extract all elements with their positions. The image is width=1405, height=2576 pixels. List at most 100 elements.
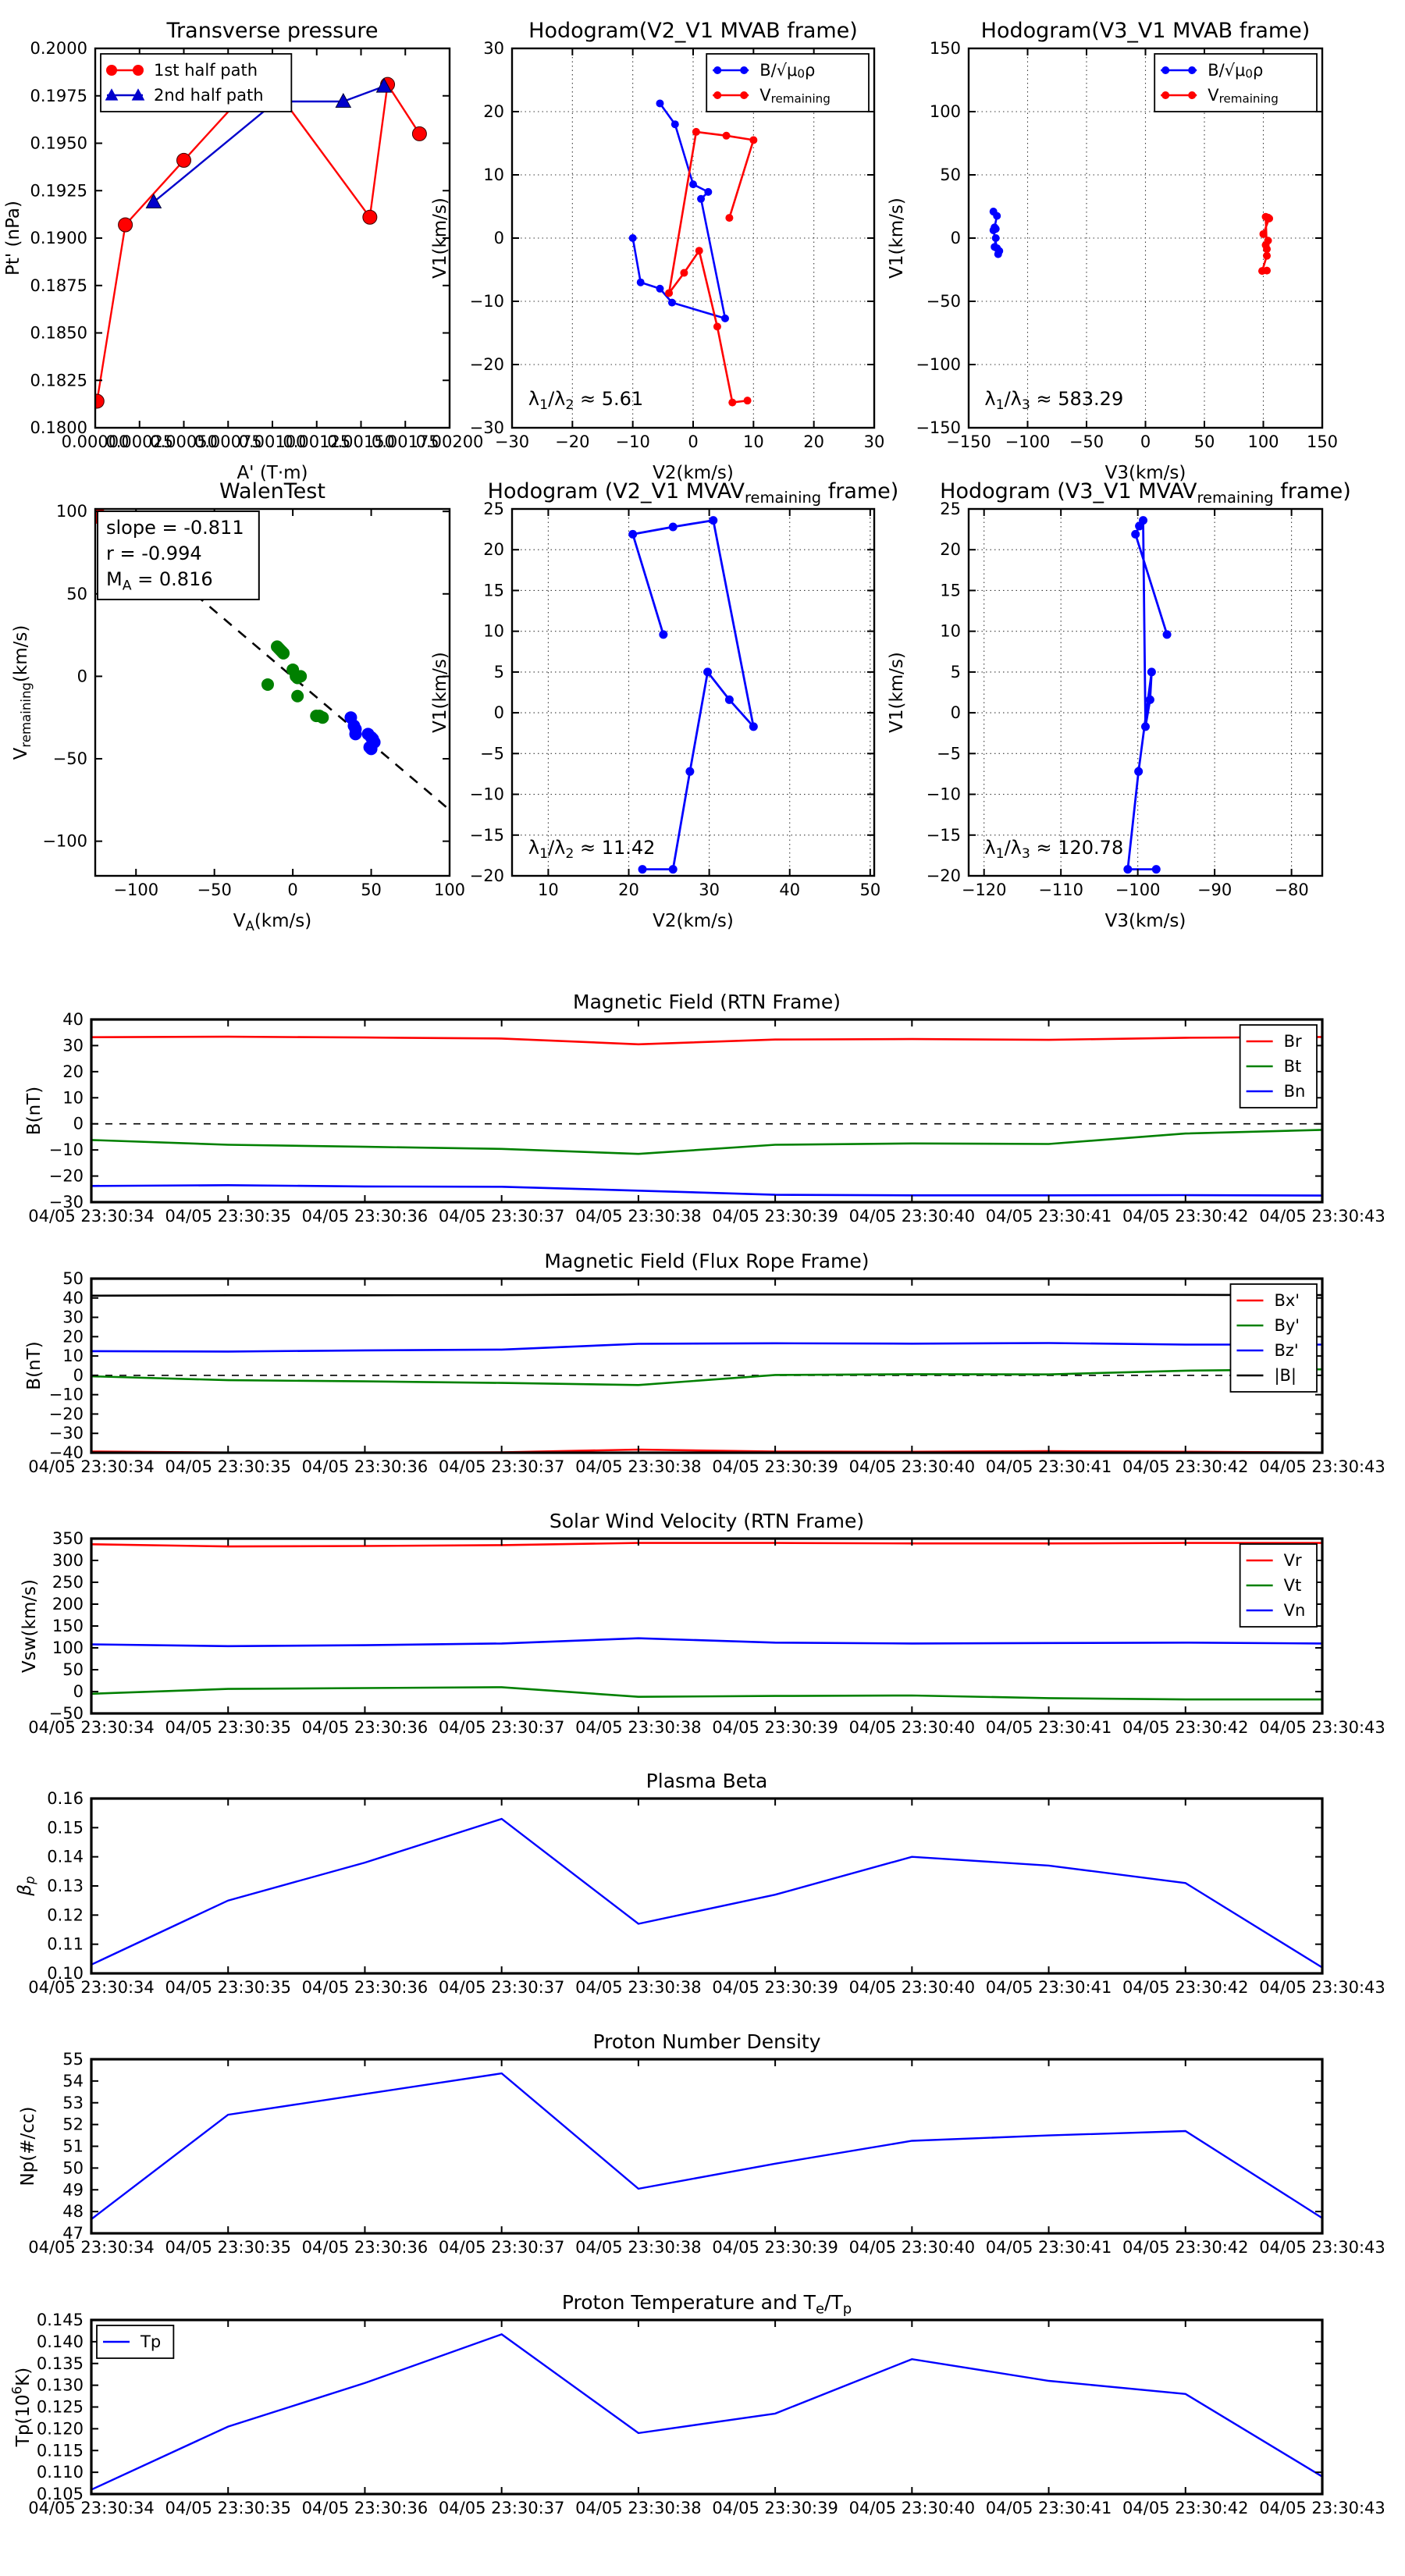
y-axis-label: Tp(106K) <box>9 2368 34 2447</box>
y-tick-label: 0.11 <box>47 1935 84 1954</box>
legend-label: Vremaining <box>1208 86 1279 106</box>
y-tick-label: 30 <box>62 1036 84 1055</box>
y-axis-label: βp <box>15 1876 37 1896</box>
y-tick-label: 0.110 <box>37 2463 84 2482</box>
chart-title: Solar Wind Velocity (RTN Frame) <box>550 1510 864 1532</box>
y-tick-label: 10 <box>62 1088 84 1107</box>
y-tick-label: 47 <box>62 2224 84 2243</box>
markers-first_half_path <box>95 66 427 409</box>
y-tick-label: 50 <box>940 165 961 184</box>
x-tick-label: 04/05 23:30:38 <box>575 2499 702 2517</box>
ticks <box>91 1538 1323 1714</box>
chart-proton-temperature: 04/05 23:30:34 04/05 23:30:35 04/05 23:30:… <box>0 2277 1396 2576</box>
lambda-annotation: λ1/λ3 ≈ 120.78 <box>984 837 1123 862</box>
y-tick-label: 0.1825 <box>30 371 87 390</box>
legend-label: Br <box>1284 1032 1302 1051</box>
chart-magnetic-field-rtn: 04/05 23:30:34 04/05 23:30:35 04/05 23:30:… <box>0 977 1396 1292</box>
y-tick-label: 20 <box>940 540 961 559</box>
chart-svg-hodogram_v3v1_mvab: −150 −100 −50 0 50 100 150 −150 −100 −50 0 50 100 150… <box>887 19 1338 483</box>
axes-frame <box>90 2318 1324 2496</box>
chart-title: WalenTest <box>219 479 325 503</box>
x-tick-label: 30 <box>864 432 885 451</box>
x-tick-label: 04/05 23:30:38 <box>575 1718 702 1737</box>
y-tick-label: 20 <box>483 102 504 121</box>
x-tick-label: 150 <box>1307 432 1338 451</box>
markers-b_alfven <box>628 99 729 322</box>
y-tick-label: −30 <box>49 1424 84 1443</box>
chart-title: Magnetic Field (Flux Rope Frame) <box>544 1250 869 1272</box>
series-bmag <box>91 1293 1322 1297</box>
ticks <box>968 48 1323 429</box>
y-tick-label: 20 <box>62 1062 84 1081</box>
x-tick-label: 04/05 23:30:34 <box>28 2499 155 2517</box>
x-tick-label: 04/05 23:30:41 <box>986 1207 1112 1226</box>
series-bt <box>91 1129 1322 1155</box>
x-tick-label: −50 <box>197 881 232 899</box>
chart-svg-b_flux_rope: 04/05 23:30:34 04/05 23:30:35 04/05 23:30:… <box>24 1250 1385 1476</box>
x-tick-label: −80 <box>1274 881 1308 899</box>
y-tick-label: 0 <box>73 1115 84 1133</box>
x-tick-label: 04/05 23:30:40 <box>849 2238 976 2257</box>
y-axis-label: Pt' (nPa) <box>3 201 23 276</box>
x-tick-label: 04/05 23:30:39 <box>712 1718 838 1737</box>
y-tick-label: −20 <box>49 1404 84 1423</box>
legend-label: By' <box>1274 1316 1300 1335</box>
ticks <box>91 1278 1323 1453</box>
ticks <box>91 2319 1323 2495</box>
ticks <box>91 1798 1323 1974</box>
y-tick-label: 0.125 <box>37 2398 84 2417</box>
y-tick-label: 0 <box>73 1682 84 1701</box>
y-tick-label: 0.1800 <box>30 418 87 437</box>
chart-title: Magnetic Field (RTN Frame) <box>573 991 841 1013</box>
y-tick-label: −150 <box>916 418 961 437</box>
y-tick-label: 150 <box>930 39 961 58</box>
axes-frame <box>90 2058 1324 2235</box>
y-tick-label: 52 <box>62 2115 84 2134</box>
series-first_half_path <box>96 71 421 402</box>
x-tick-label: 04/05 23:30:34 <box>28 1457 155 1476</box>
y-tick-label: 100 <box>56 502 87 521</box>
x-tick-label: 100 <box>1247 432 1279 451</box>
y-tick-label: 0.15 <box>47 1818 84 1837</box>
y-tick-label: 53 <box>62 2094 84 2112</box>
x-tick-label: 10 <box>538 881 559 899</box>
y-tick-label: 10 <box>62 1347 84 1365</box>
chart-svg-vsw_rtn: 04/05 23:30:34 04/05 23:30:35 04/05 23:30:… <box>20 1510 1385 1737</box>
y-tick-label: −30 <box>49 1193 84 1212</box>
y-tick-label: 54 <box>62 2072 84 2090</box>
series-group <box>91 1035 1322 1197</box>
y-tick-label: 0.1875 <box>30 276 87 295</box>
y-tick-label: −10 <box>470 785 504 804</box>
x-tick-label: 0 <box>287 881 297 899</box>
series-group <box>91 2333 1322 2491</box>
markers-walen_red <box>95 509 113 533</box>
y-tick-label: −10 <box>470 292 504 311</box>
x-tick-label: −20 <box>555 432 589 451</box>
x-tick-label: 04/05 23:30:37 <box>439 2238 565 2257</box>
y-tick-label: −20 <box>470 355 504 374</box>
x-tick-label: 04/05 23:30:43 <box>1259 1457 1385 1476</box>
x-tick-label: 04/05 23:30:34 <box>28 1718 155 1737</box>
y-tick-label: 20 <box>62 1327 84 1346</box>
y-tick-label: 0.140 <box>37 2332 84 2351</box>
y-tick-label: −100 <box>42 832 87 851</box>
x-tick-label: 0.00200 <box>416 432 484 451</box>
stat-line: r = -0.994 <box>106 543 202 564</box>
x-axis-label: V2(km/s) <box>653 463 734 483</box>
y-tick-label: −10 <box>927 785 961 804</box>
x-tick-label: 04/05 23:30:37 <box>439 1207 565 1226</box>
chart-title: Transverse pressure <box>166 19 379 43</box>
x-tick-label: 04/05 23:30:36 <box>302 1457 429 1476</box>
x-tick-label: 04/05 23:30:42 <box>1122 1718 1249 1737</box>
x-tick-label: 04/05 23:30:36 <box>302 1718 429 1737</box>
series-group <box>628 99 758 407</box>
x-tick-label: 04/05 23:30:39 <box>712 2499 838 2517</box>
x-tick-label: 0.00025 <box>105 432 173 451</box>
x-tick-label: 0 <box>688 432 698 451</box>
axes-frame <box>90 1018 1324 1204</box>
markers-second_half_path <box>145 77 393 208</box>
series-v_hodo <box>1126 517 1168 870</box>
x-tick-label: 50 <box>1194 432 1215 451</box>
series-vt <box>91 1686 1322 1701</box>
